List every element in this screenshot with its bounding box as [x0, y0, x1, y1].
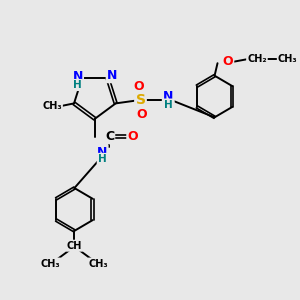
Text: N: N: [107, 69, 117, 82]
Text: CH₃: CH₃: [40, 259, 60, 269]
Text: H: H: [164, 100, 172, 110]
Text: O: O: [134, 80, 144, 93]
Text: S: S: [136, 93, 146, 107]
Text: CH₂: CH₂: [247, 54, 267, 64]
Text: C: C: [105, 130, 114, 143]
Text: O: O: [222, 55, 233, 68]
Text: CH₃: CH₃: [278, 54, 297, 64]
Text: N: N: [97, 146, 107, 159]
Text: N: N: [163, 90, 173, 103]
Text: O: O: [137, 108, 147, 121]
Text: H: H: [98, 154, 106, 164]
Text: O: O: [128, 130, 138, 143]
Text: CH₃: CH₃: [88, 259, 108, 269]
Text: CH: CH: [67, 241, 82, 251]
Text: CH₃: CH₃: [42, 101, 62, 111]
Text: H: H: [73, 80, 82, 90]
Text: N: N: [72, 70, 83, 83]
